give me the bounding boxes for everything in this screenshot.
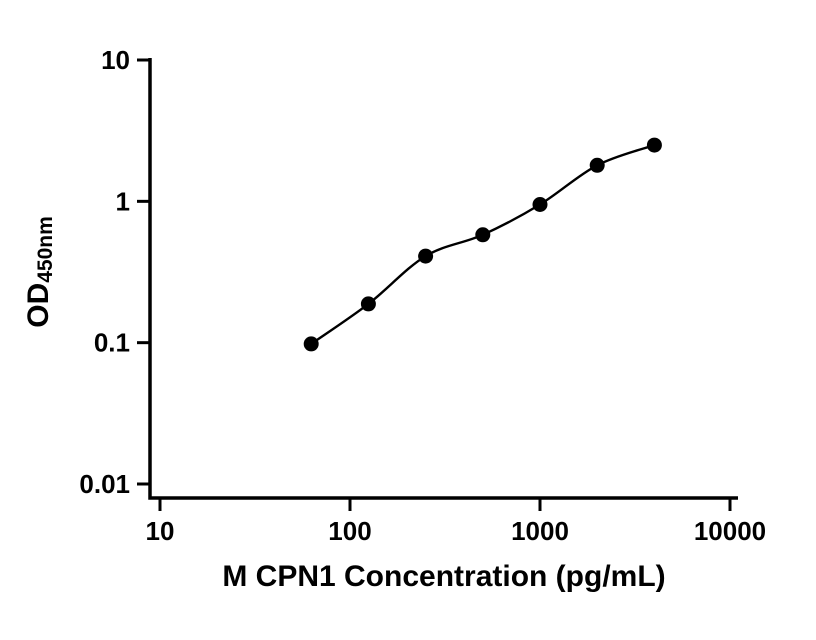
data-point-marker xyxy=(646,137,662,153)
y-tick-label: 10 xyxy=(101,45,130,75)
x-tick-label: 10000 xyxy=(694,516,766,546)
x-tick-label: 1000 xyxy=(511,516,569,546)
data-points xyxy=(303,137,662,352)
data-point-marker xyxy=(475,227,491,243)
axes xyxy=(148,58,738,500)
y-axis-title: OD450nm xyxy=(22,216,57,328)
data-point-marker xyxy=(532,197,548,212)
x-tick-label: 100 xyxy=(328,516,371,546)
y-axis-ticks: 0.01 0.1 1 10 xyxy=(79,45,150,499)
y-tick-label: 0.01 xyxy=(79,469,130,499)
data-point-marker xyxy=(303,336,319,352)
x-axis-title: M CPN1 Concentration (pg/mL) xyxy=(222,560,665,593)
x-axis-ticks: 10 100 1000 10000 xyxy=(146,498,766,546)
data-point-marker xyxy=(418,248,434,264)
data-point-marker xyxy=(360,296,376,312)
data-point-marker xyxy=(589,157,605,173)
fitted-curve xyxy=(310,143,655,345)
x-tick-label: 10 xyxy=(146,516,175,546)
y-tick-label: 0.1 xyxy=(94,328,130,358)
y-tick-label: 1 xyxy=(116,186,130,216)
